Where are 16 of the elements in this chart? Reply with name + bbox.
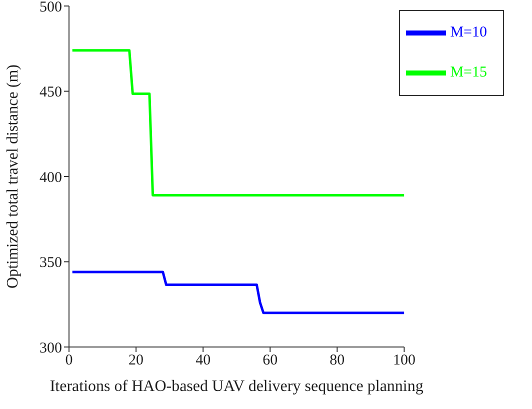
x-tick-label: 0 [65,352,73,369]
x-tick-label: 40 [196,352,211,369]
x-tick-label: 100 [392,352,416,369]
y-tick-label: 500 [40,0,62,16]
x-tick-label: 80 [330,352,345,369]
y-tick-label: 450 [40,84,62,101]
legend-label: M=10 [450,24,487,40]
x-axis-title: Iterations of HAO-based UAV delivery sequence planning [50,378,424,395]
y-tick-label: 350 [40,255,62,272]
line-series [71,270,404,314]
y-tick-label: 400 [40,170,62,186]
x-tick-label: 60 [262,352,278,369]
y-axis-title: Optimized total travel distance (m) [4,64,22,288]
y-tick-label: 300 [40,340,62,356]
x-tick-label: 20 [128,352,144,369]
legend-label: M=15 [450,64,487,80]
